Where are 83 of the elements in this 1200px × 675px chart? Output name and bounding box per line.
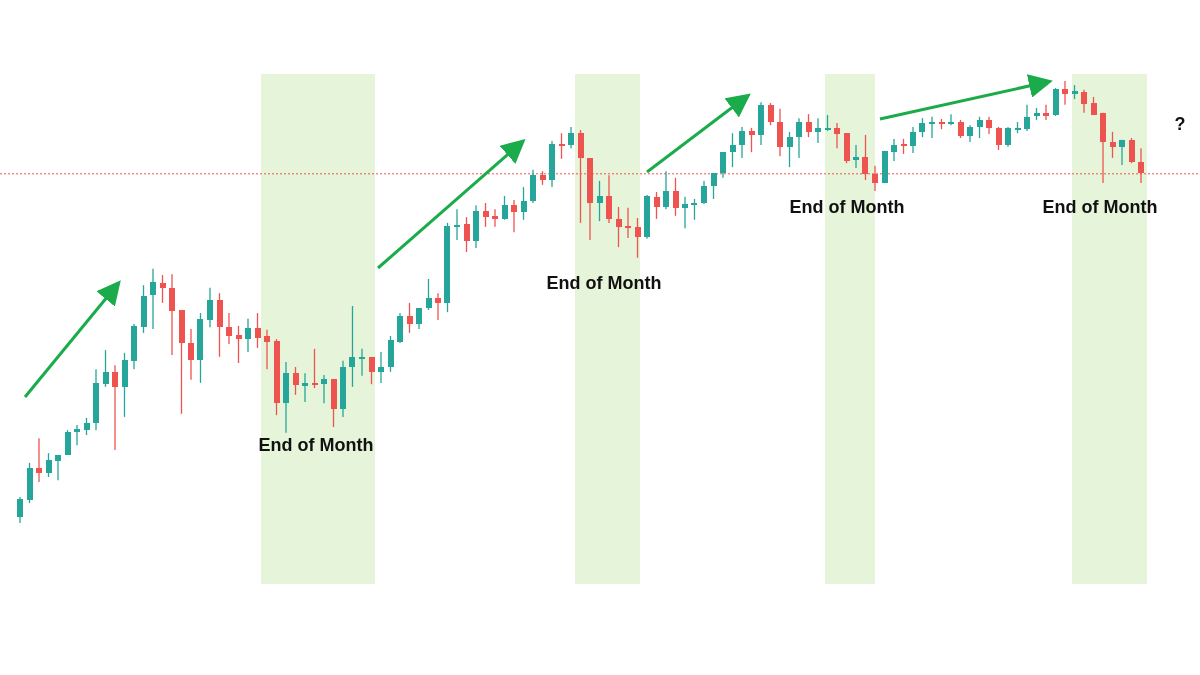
text: ? — [1174, 113, 1186, 134]
candlestick — [673, 177, 679, 217]
candlestick — [568, 126, 574, 149]
candlestick — [663, 170, 669, 210]
candlestick — [36, 437, 42, 483]
candlestick — [74, 424, 80, 446]
candlestick — [264, 329, 270, 370]
candlestick — [502, 195, 508, 221]
candlestick — [226, 312, 232, 345]
candlestick — [454, 208, 460, 241]
candlestick — [616, 206, 622, 248]
candlestick — [1119, 139, 1125, 166]
candlestick — [1081, 89, 1087, 114]
candlestick — [654, 191, 660, 220]
candlestick — [635, 217, 641, 259]
candlestick — [682, 196, 688, 229]
candlestick — [492, 208, 498, 228]
candlestick — [302, 372, 308, 403]
candlestick — [701, 180, 707, 205]
candlestick — [711, 172, 717, 200]
candlestick — [426, 278, 432, 311]
candlestick — [796, 117, 802, 159]
candlestick — [407, 302, 413, 334]
candlestick — [255, 312, 261, 349]
candlestick — [416, 307, 422, 330]
candlestick — [359, 348, 365, 377]
candlestick — [597, 180, 603, 222]
candlestick — [768, 102, 774, 126]
candlestick — [834, 122, 840, 149]
candlestick — [749, 127, 755, 153]
candlestick — [160, 274, 166, 304]
candlestick — [1062, 80, 1068, 106]
candlestick — [977, 116, 983, 139]
annotation: End of Month — [789, 196, 905, 217]
candlestick — [720, 151, 726, 179]
annotation: End of Month — [258, 434, 374, 455]
candlestick — [1138, 147, 1144, 184]
candlestick — [730, 132, 736, 168]
candlestick — [369, 356, 375, 385]
candlestick — [1129, 137, 1135, 164]
candlestick — [1024, 104, 1030, 132]
candlestick — [815, 117, 821, 144]
candlestick — [948, 113, 954, 126]
candlestick — [188, 328, 194, 381]
candlestick — [1005, 126, 1011, 148]
candlestick — [521, 186, 527, 221]
annotation: End of Month — [546, 272, 662, 293]
candlestick — [464, 216, 470, 253]
candlestick — [55, 454, 61, 481]
candlestick — [245, 318, 251, 353]
candlestick — [169, 273, 175, 356]
candlestick — [312, 348, 318, 389]
candlestick — [910, 126, 916, 154]
candlestick — [511, 199, 517, 233]
candlestick — [806, 113, 812, 138]
candlestick — [293, 366, 299, 396]
candlestick — [929, 116, 935, 139]
candlestick — [891, 138, 897, 162]
candlestick — [46, 452, 52, 478]
candlestick — [349, 305, 355, 388]
candlestick — [103, 349, 109, 388]
candlestick — [483, 202, 489, 228]
candlestick — [996, 126, 1002, 151]
candlestick — [17, 496, 23, 524]
candlestick — [112, 364, 118, 451]
candlestick — [919, 117, 925, 138]
candlestick — [559, 132, 565, 160]
candlestick — [321, 374, 327, 404]
candlestick — [739, 126, 745, 159]
candlestick — [435, 292, 441, 321]
candlestick — [236, 325, 242, 364]
candlestick — [207, 287, 213, 328]
candlestick — [1043, 104, 1049, 121]
candlestick — [150, 268, 156, 330]
candlestick — [787, 131, 793, 168]
candlestick — [958, 119, 964, 139]
candlestick — [65, 429, 71, 456]
candlestick — [691, 198, 697, 221]
candlestick — [378, 351, 384, 384]
annotation: End of Month — [1042, 196, 1158, 217]
candlestick — [853, 144, 859, 169]
candlestick — [625, 207, 631, 239]
candlestick — [1110, 131, 1116, 159]
